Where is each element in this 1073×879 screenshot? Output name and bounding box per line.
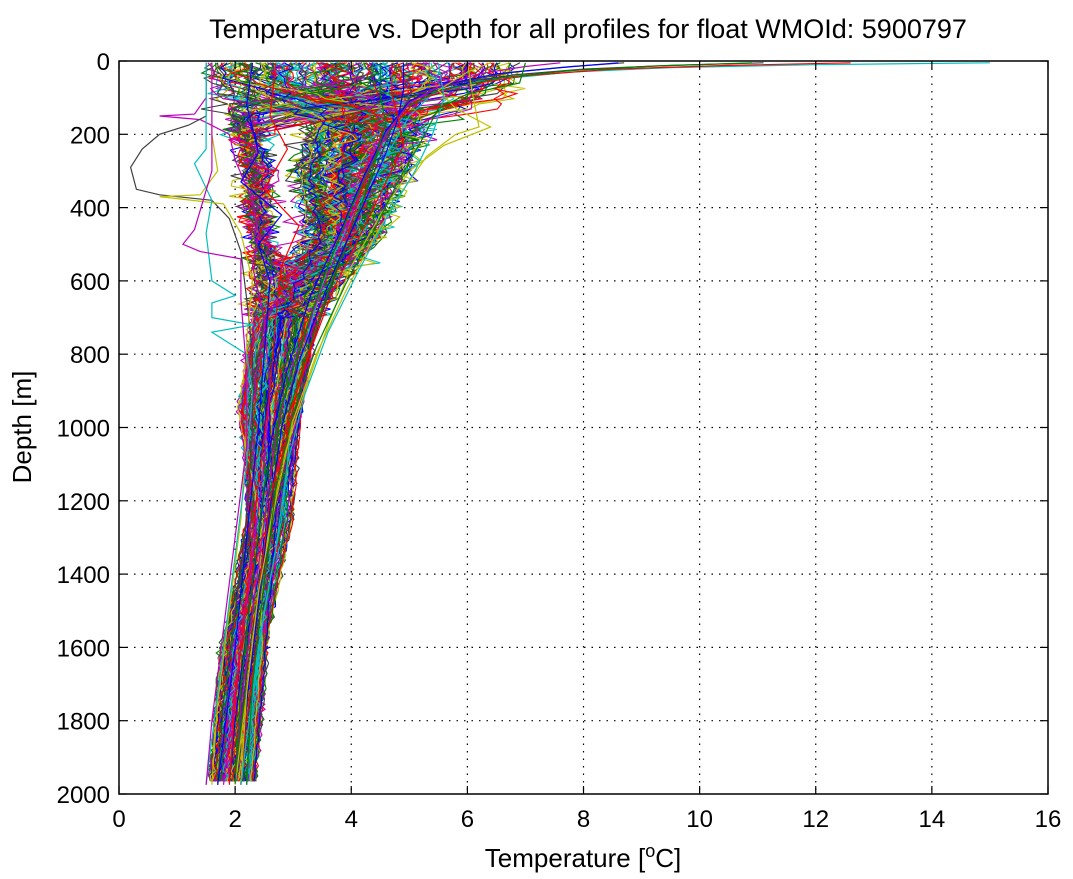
x-axis-label: Temperature [oC] xyxy=(485,841,681,873)
profile-series-line xyxy=(240,62,405,785)
x-tick-label: 14 xyxy=(919,806,946,833)
x-axis-label-superscript: o xyxy=(645,841,655,861)
profile-series-line xyxy=(228,62,300,785)
profile-series-line xyxy=(234,62,387,784)
profile-line xyxy=(213,62,519,782)
profile-series-line xyxy=(246,62,526,785)
x-tick-label: 10 xyxy=(686,806,713,833)
profile-series-line xyxy=(217,62,283,785)
x-tick-label: 4 xyxy=(345,806,358,833)
profile-series-line xyxy=(181,62,248,785)
profile-series-line xyxy=(159,62,254,785)
y-axis-label: Depth [m] xyxy=(7,371,37,484)
profile-series-line xyxy=(240,62,480,785)
y-tick-label: 800 xyxy=(70,342,110,369)
y-tick-label: 1600 xyxy=(57,635,110,662)
y-tick-label: 400 xyxy=(70,196,110,223)
profile-line xyxy=(220,62,329,782)
x-tick-label: 0 xyxy=(112,806,125,833)
profile-series-line xyxy=(234,62,561,784)
x-tick-label: 16 xyxy=(1035,806,1062,833)
y-tick-label: 0 xyxy=(97,49,110,76)
x-tick-label: 2 xyxy=(228,806,241,833)
profile-series-line xyxy=(240,62,445,785)
profile-line xyxy=(215,62,483,782)
y-tick-label: 1000 xyxy=(57,416,110,443)
profile-line xyxy=(236,62,326,782)
axis-ticks: 0 2 4 6 8 10 12 14 16 0 200 400 600 800 1000 1200 1400 16… xyxy=(57,49,1062,833)
profile-series-line xyxy=(159,62,271,785)
x-tick-label: 12 xyxy=(802,806,829,833)
profile-line xyxy=(233,62,498,782)
y-tick-label: 1400 xyxy=(57,562,110,589)
chart-title: Temperature vs. Depth for all profiles f… xyxy=(209,14,967,44)
y-tick-label: 200 xyxy=(70,122,110,149)
x-axis-label-suffix: C] xyxy=(655,843,681,873)
profile-lines xyxy=(129,62,990,785)
y-tick-label: 1800 xyxy=(57,709,110,736)
profile-series-line xyxy=(129,62,254,785)
x-tick-label: 8 xyxy=(577,806,590,833)
profile-series-line xyxy=(193,62,254,785)
y-tick-label: 2000 xyxy=(57,782,110,809)
y-tick-label: 1200 xyxy=(57,489,110,516)
x-tick-label: 6 xyxy=(461,806,474,833)
y-tick-label: 600 xyxy=(70,269,110,296)
x-axis-label-prefix: Temperature [ xyxy=(485,843,646,873)
